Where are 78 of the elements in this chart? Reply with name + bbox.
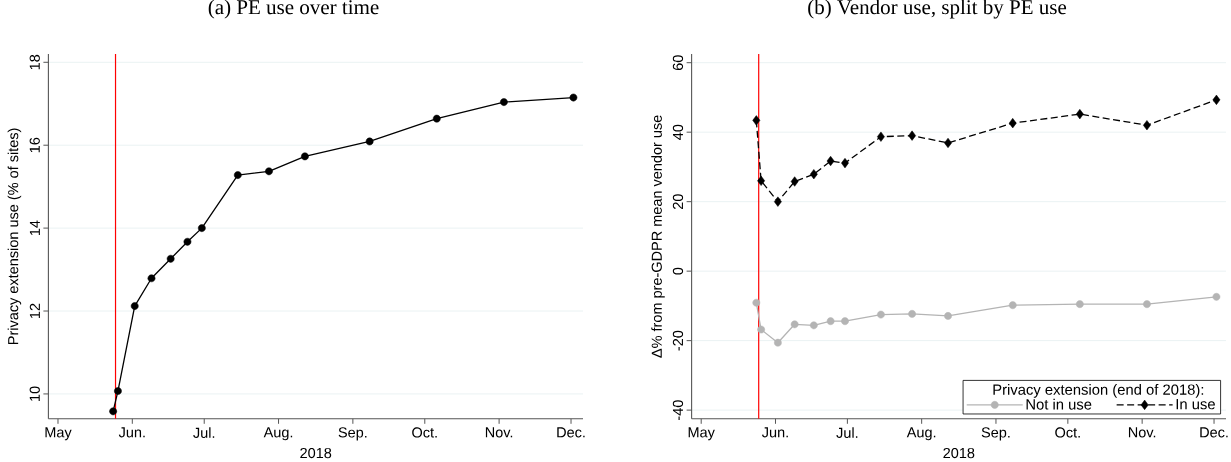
point: [790, 320, 799, 329]
x-tick-label: Jun.: [762, 427, 788, 438]
point: [1212, 293, 1221, 301]
y-tick-label: 10: [29, 386, 40, 401]
x-tick-label: Jul.: [836, 427, 858, 438]
point: [1143, 120, 1151, 131]
y-tick-label: -20: [672, 330, 684, 351]
y-tick-label: 16: [29, 137, 40, 153]
point: [1008, 301, 1017, 310]
point: [1075, 109, 1084, 120]
point: [183, 237, 192, 246]
point: [826, 317, 835, 326]
y-tick-label: 14: [29, 220, 40, 236]
point: [130, 302, 139, 310]
point: [809, 321, 818, 330]
point: [774, 338, 782, 347]
x-tick-label: Dec.: [557, 427, 585, 438]
point: [944, 137, 952, 148]
y-tick-label: 20: [672, 194, 684, 209]
x-tick-label: Jun.: [118, 427, 145, 438]
chart-title: (a) PE use over time: [208, 0, 379, 19]
point: [109, 407, 117, 416]
point: [757, 175, 765, 186]
legend-label: In use: [1176, 399, 1215, 410]
point: [908, 310, 916, 318]
point: [500, 98, 508, 106]
point: [877, 131, 885, 142]
point: [752, 298, 761, 307]
point: [147, 274, 156, 283]
point: [569, 93, 578, 102]
x-axis-title: 2018: [943, 447, 975, 459]
x-tick-label: Aug.: [906, 427, 936, 441]
legend-title: Privacy extension (end of 2018):: [993, 383, 1204, 398]
y-tick-label: 18: [29, 54, 40, 70]
x-tick-label: Sep.: [338, 427, 367, 441]
point: [1212, 94, 1221, 105]
y-tick-label: 60: [672, 55, 684, 71]
point: [841, 158, 849, 169]
point: [826, 155, 835, 167]
y-tick-label: 40: [672, 124, 684, 140]
point: [841, 317, 849, 326]
point: [757, 325, 765, 334]
y-tick-label: 12: [29, 303, 40, 318]
point: [774, 196, 782, 207]
chart-title: (b) Vendor use, split by PE use: [808, 0, 1067, 19]
x-axis-title: 2018: [300, 447, 332, 459]
point: [877, 310, 885, 319]
x-tick-label: Nov.: [1128, 427, 1156, 438]
legend-label: Not in use: [1026, 398, 1092, 410]
y-axis-title: Privacy extension use (% of sites): [7, 128, 22, 345]
y-tick-label: -40: [672, 400, 684, 420]
point: [944, 312, 952, 320]
point: [114, 387, 122, 395]
point: [432, 114, 441, 123]
y-axis-title: Δ% from pre-GDPR mean vendor use: [651, 115, 665, 358]
x-tick-label: Oct.: [412, 427, 437, 438]
point: [301, 152, 309, 161]
x-tick-label: May: [45, 427, 72, 441]
point: [790, 176, 799, 187]
x-tick-label: Jul.: [193, 427, 215, 438]
point: [265, 167, 273, 176]
x-tick-label: Nov.: [485, 427, 513, 438]
point: [233, 171, 242, 179]
point: [809, 169, 818, 180]
point: [1143, 300, 1151, 308]
point: [166, 254, 175, 263]
x-tick-label: Oct.: [1055, 427, 1080, 438]
point: [365, 137, 374, 146]
point: [752, 115, 761, 126]
y-tick-label: 0: [672, 267, 684, 275]
x-tick-label: Aug.: [263, 427, 293, 441]
x-tick-label: May: [688, 427, 715, 441]
point: [197, 224, 206, 232]
point: [908, 130, 916, 141]
point: [1008, 118, 1017, 129]
x-tick-label: Dec.: [1200, 427, 1228, 438]
point: [1075, 300, 1084, 308]
x-tick-label: Sep.: [981, 427, 1010, 441]
